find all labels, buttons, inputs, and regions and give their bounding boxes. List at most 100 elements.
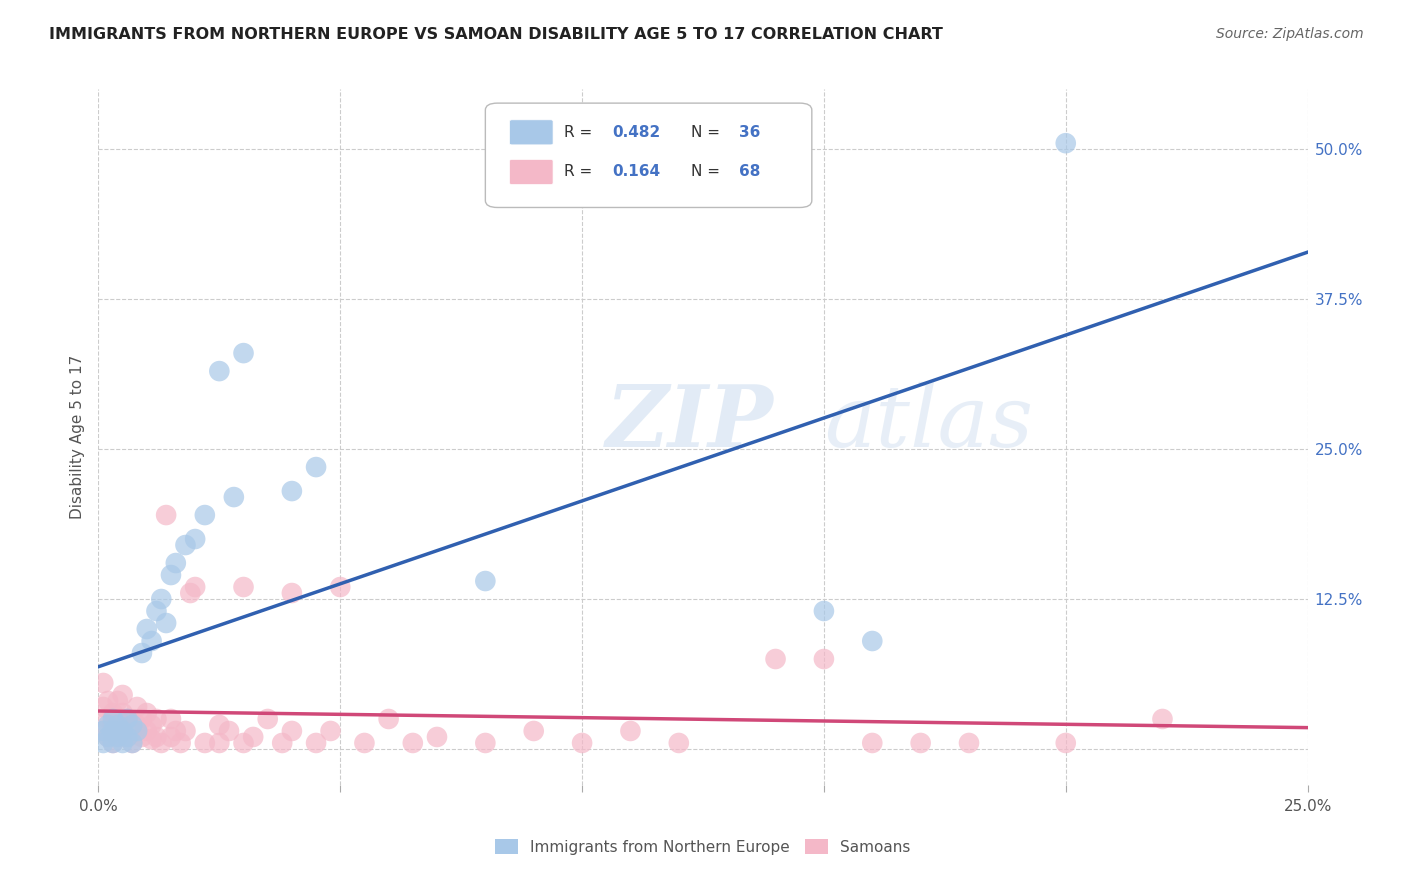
Text: 0.482: 0.482 bbox=[613, 125, 661, 140]
Point bbox=[117, 712, 139, 726]
Point bbox=[141, 732, 163, 747]
Point bbox=[305, 460, 328, 475]
Text: atlas: atlas bbox=[824, 382, 1033, 465]
Point bbox=[117, 730, 139, 744]
Point bbox=[319, 723, 342, 738]
Point bbox=[668, 736, 690, 750]
Point bbox=[165, 556, 187, 570]
Point bbox=[150, 592, 173, 607]
Point bbox=[184, 532, 207, 546]
Point bbox=[1054, 736, 1077, 750]
Point bbox=[160, 730, 183, 744]
Point bbox=[402, 736, 425, 750]
Point bbox=[111, 723, 134, 738]
Point bbox=[117, 730, 139, 744]
Point bbox=[111, 723, 134, 738]
Text: 0.164: 0.164 bbox=[613, 164, 661, 179]
Point bbox=[474, 736, 496, 750]
FancyBboxPatch shape bbox=[509, 160, 553, 185]
Point bbox=[232, 736, 254, 750]
Text: N =: N = bbox=[690, 125, 724, 140]
Point bbox=[121, 723, 143, 738]
FancyBboxPatch shape bbox=[485, 103, 811, 208]
Point bbox=[127, 718, 149, 732]
Point bbox=[208, 736, 231, 750]
Point bbox=[174, 538, 197, 552]
Point bbox=[145, 730, 167, 744]
Point bbox=[160, 568, 183, 582]
Text: R =: R = bbox=[564, 125, 598, 140]
Point bbox=[145, 712, 167, 726]
Point bbox=[329, 580, 352, 594]
Point bbox=[127, 723, 149, 738]
Point bbox=[1152, 712, 1174, 726]
Point bbox=[101, 712, 124, 726]
Text: 36: 36 bbox=[740, 125, 761, 140]
Point bbox=[141, 634, 163, 648]
Point bbox=[135, 622, 157, 636]
Point bbox=[127, 700, 149, 714]
Text: IMMIGRANTS FROM NORTHERN EUROPE VS SAMOAN DISABILITY AGE 5 TO 17 CORRELATION CHA: IMMIGRANTS FROM NORTHERN EUROPE VS SAMOA… bbox=[49, 27, 943, 42]
Point bbox=[97, 730, 120, 744]
Point bbox=[111, 736, 134, 750]
Point bbox=[107, 730, 129, 744]
Point bbox=[232, 580, 254, 594]
Point bbox=[111, 706, 134, 720]
Point bbox=[101, 736, 124, 750]
Point bbox=[281, 586, 304, 600]
Point bbox=[208, 718, 231, 732]
Text: Source: ZipAtlas.com: Source: ZipAtlas.com bbox=[1216, 27, 1364, 41]
Point bbox=[1054, 136, 1077, 151]
Text: N =: N = bbox=[690, 164, 724, 179]
Point bbox=[256, 712, 278, 726]
Text: R =: R = bbox=[564, 164, 598, 179]
Point bbox=[97, 718, 120, 732]
Point bbox=[155, 615, 177, 630]
Point bbox=[169, 736, 191, 750]
Point bbox=[107, 718, 129, 732]
Point bbox=[242, 730, 264, 744]
Point bbox=[281, 723, 304, 738]
Point bbox=[860, 634, 883, 648]
Point bbox=[107, 730, 129, 744]
Point bbox=[107, 694, 129, 708]
Point bbox=[121, 736, 143, 750]
Point bbox=[121, 736, 143, 750]
Point bbox=[813, 652, 835, 666]
Point bbox=[619, 723, 641, 738]
Point bbox=[91, 736, 114, 750]
Text: ZIP: ZIP bbox=[606, 382, 775, 465]
Point bbox=[135, 706, 157, 720]
Point bbox=[91, 676, 114, 690]
Point bbox=[121, 718, 143, 732]
Point bbox=[232, 346, 254, 360]
Point bbox=[860, 736, 883, 750]
Point bbox=[910, 736, 932, 750]
Point bbox=[305, 736, 328, 750]
Point bbox=[145, 604, 167, 618]
Point bbox=[131, 730, 153, 744]
Point bbox=[131, 646, 153, 660]
Point bbox=[91, 723, 114, 738]
Point bbox=[281, 484, 304, 499]
FancyBboxPatch shape bbox=[509, 120, 553, 145]
Point bbox=[150, 736, 173, 750]
Point bbox=[107, 712, 129, 726]
Point bbox=[813, 604, 835, 618]
Point bbox=[97, 694, 120, 708]
Point bbox=[179, 586, 201, 600]
Point bbox=[101, 706, 124, 720]
Point bbox=[222, 490, 245, 504]
Point bbox=[377, 712, 399, 726]
Point bbox=[111, 688, 134, 702]
Point bbox=[101, 723, 124, 738]
Point bbox=[208, 364, 231, 378]
Point bbox=[426, 730, 449, 744]
Point bbox=[165, 723, 187, 738]
Point bbox=[135, 723, 157, 738]
Point bbox=[194, 736, 217, 750]
Point bbox=[101, 736, 124, 750]
Point bbox=[97, 712, 120, 726]
Point bbox=[91, 700, 114, 714]
Point bbox=[141, 718, 163, 732]
